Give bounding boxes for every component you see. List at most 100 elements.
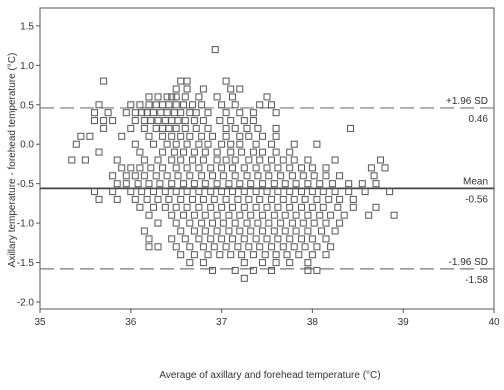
data-point xyxy=(183,164,191,172)
x-tick-label: 40 xyxy=(488,317,500,328)
lower-loa-value: -1.58 xyxy=(465,275,488,286)
data-point xyxy=(268,140,275,148)
data-point xyxy=(268,266,275,274)
data-point xyxy=(240,117,248,125)
data-point xyxy=(259,148,266,156)
data-point xyxy=(180,180,187,188)
data-point xyxy=(286,188,294,196)
data-point xyxy=(322,164,330,172)
data-point xyxy=(222,243,230,251)
data-point xyxy=(118,132,126,140)
data-point xyxy=(209,172,216,180)
data-point xyxy=(304,227,312,235)
data-point xyxy=(225,180,233,188)
data-point xyxy=(316,211,324,219)
data-point xyxy=(163,172,171,180)
data-point xyxy=(209,266,216,274)
data-point xyxy=(118,164,126,172)
data-point xyxy=(100,77,108,85)
data-point xyxy=(328,180,336,188)
data-point xyxy=(229,203,236,211)
data-point xyxy=(249,266,257,274)
data-point xyxy=(263,93,271,101)
data-point xyxy=(168,132,176,140)
data-point xyxy=(68,156,76,164)
data-point xyxy=(243,172,251,180)
data-point xyxy=(145,101,153,109)
data-point xyxy=(270,180,278,188)
data-point xyxy=(238,251,246,259)
data-point xyxy=(222,195,230,203)
data-point xyxy=(134,180,142,188)
data-point xyxy=(299,219,307,227)
data-point xyxy=(199,195,207,203)
data-point xyxy=(195,203,203,211)
data-point xyxy=(186,259,194,267)
data-point xyxy=(313,243,321,251)
data-point xyxy=(308,164,316,172)
data-point xyxy=(109,188,117,196)
data-point xyxy=(201,148,209,156)
data-point xyxy=(286,259,294,267)
y-tick-label: 0.0 xyxy=(20,140,34,151)
data-point xyxy=(240,274,248,282)
data-point xyxy=(249,117,257,125)
data-point xyxy=(231,101,239,109)
data-point xyxy=(199,243,207,251)
data-point xyxy=(207,235,215,243)
data-point xyxy=(249,148,257,156)
data-point xyxy=(263,188,271,196)
y-tick-label: -2.0 xyxy=(17,298,35,309)
data-point xyxy=(240,259,248,267)
data-point xyxy=(377,156,384,164)
data-point xyxy=(104,109,112,117)
x-tick-label: 37 xyxy=(216,317,228,328)
data-point xyxy=(204,140,212,148)
data-point xyxy=(381,164,389,172)
x-axis: 35 36 37 38 39 40 xyxy=(34,309,500,328)
data-point xyxy=(100,117,108,125)
data-point xyxy=(259,132,266,140)
data-point xyxy=(222,124,230,132)
data-point xyxy=(327,211,335,219)
data-point xyxy=(143,195,151,203)
data-point xyxy=(136,203,144,211)
data-point xyxy=(177,156,185,164)
data-point xyxy=(236,109,244,117)
data-point xyxy=(218,140,226,148)
data-point xyxy=(301,243,309,251)
data-point xyxy=(295,251,303,259)
data-point xyxy=(140,172,148,180)
data-point xyxy=(349,203,357,211)
data-point xyxy=(261,251,269,259)
data-point xyxy=(259,227,266,235)
data-point xyxy=(259,180,266,188)
data-point xyxy=(174,117,182,125)
data-point xyxy=(243,124,251,132)
data-point xyxy=(301,195,309,203)
data-point xyxy=(252,140,260,148)
data-point xyxy=(201,180,209,188)
data-point xyxy=(229,235,236,243)
data-point xyxy=(259,259,266,267)
data-point xyxy=(127,164,135,172)
data-point xyxy=(372,203,380,211)
data-point xyxy=(190,211,198,219)
data-point xyxy=(240,203,248,211)
data-point xyxy=(286,235,294,243)
data-point xyxy=(290,140,298,148)
data-point xyxy=(249,109,257,117)
data-point xyxy=(308,188,316,196)
data-point xyxy=(145,93,153,101)
data-point xyxy=(263,164,271,172)
data-point xyxy=(274,235,282,243)
data-point xyxy=(138,109,146,117)
data-point xyxy=(127,188,135,196)
mean-label: Mean xyxy=(463,176,488,187)
data-point xyxy=(113,195,121,203)
data-point xyxy=(249,251,257,259)
data-point xyxy=(236,180,244,188)
data-point xyxy=(165,101,173,109)
data-point xyxy=(201,211,209,219)
